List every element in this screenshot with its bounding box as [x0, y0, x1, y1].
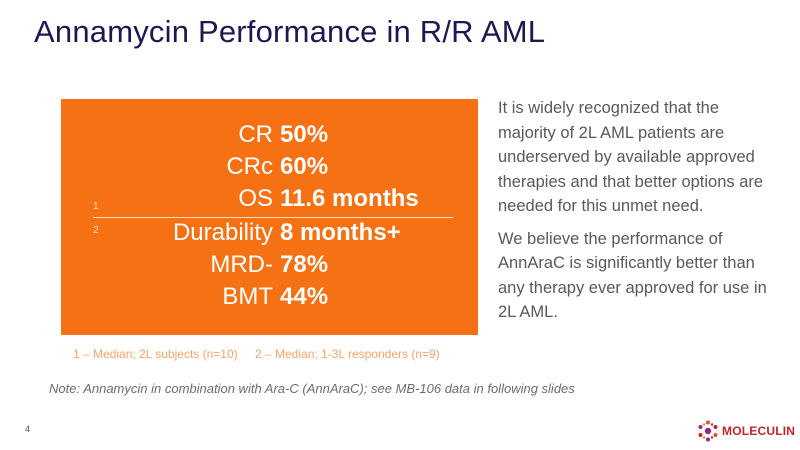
- side-paragraph-2: We believe the performance of AnnAraC is…: [498, 229, 767, 322]
- metric-value: 60%: [280, 153, 329, 180]
- page-number: 4: [25, 424, 31, 434]
- slide-title: Annamycin Performance in R/R AML: [34, 14, 546, 49]
- metric-value: 8 months+: [280, 219, 401, 246]
- metric-label: Durability: [172, 219, 273, 246]
- metric-label: CRc: [226, 153, 273, 180]
- metric-row-cr: CR 50%: [61, 121, 478, 153]
- footnote-2: 2 – Median; 1-3L responders (n=9): [255, 347, 440, 361]
- metric-label: OS: [238, 185, 273, 212]
- logo-text: MOLECULIN: [722, 424, 796, 438]
- slide-note: Note: Annamycin in combination with Ara-…: [49, 381, 575, 396]
- footnote-1: 1 – Median; 2L subjects (n=10): [73, 347, 238, 361]
- footnote-marker: 2: [93, 225, 99, 236]
- metric-value: 44%: [280, 283, 329, 310]
- metric-row-mrd: MRD- 78%: [61, 251, 478, 283]
- metrics-panel: CR 50% CRc 60% 1 OS 11.6 months 2 Durabi…: [61, 99, 478, 335]
- metric-value: 78%: [280, 251, 329, 278]
- divider-line: [93, 217, 453, 218]
- metric-label: CR: [238, 121, 273, 148]
- side-paragraph-1: It is widely recognized that the majorit…: [498, 99, 764, 215]
- panel-footnotes: 1 – Median; 2L subjects (n=10) 2 – Media…: [73, 347, 440, 361]
- metric-row-os: 1 OS 11.6 months: [61, 185, 478, 217]
- company-logo: MOLECULIN: [696, 419, 795, 443]
- metric-row-durability: 2 Durability 8 months+: [61, 219, 478, 251]
- side-text: It is widely recognized that the majorit…: [498, 96, 768, 333]
- metric-label: BMT: [222, 283, 273, 310]
- metric-value: 11.6 months: [280, 185, 419, 212]
- molecule-icon: [698, 420, 718, 442]
- metric-row-crc: CRc 60%: [61, 153, 478, 185]
- footnote-marker: 1: [93, 201, 99, 212]
- metric-label: MRD-: [210, 251, 273, 278]
- metric-row-bmt: BMT 44%: [61, 283, 478, 315]
- metric-value: 50%: [280, 121, 329, 148]
